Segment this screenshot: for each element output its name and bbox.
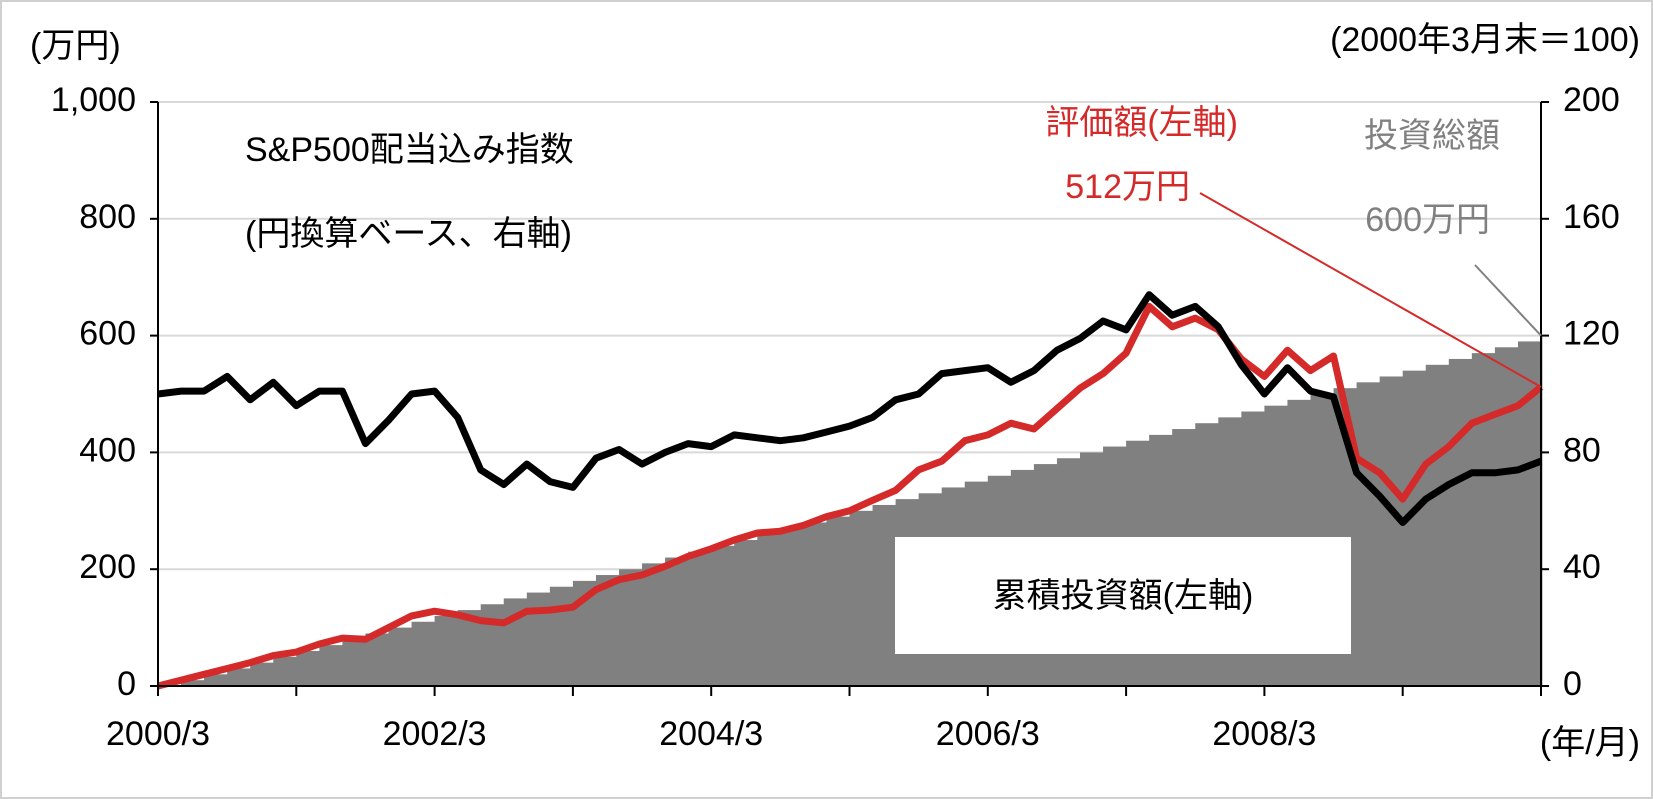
area-step [595,575,620,686]
line [157,291,1543,526]
area-step [757,534,781,686]
area-step [826,516,850,686]
area-step [296,650,320,686]
y-tick-label: 200 [79,548,136,586]
area-step [1448,358,1473,686]
y2-tick-label: 80 [1563,431,1601,469]
x-axis-label: (年/月) [1540,724,1640,762]
area-step [319,645,343,686]
area-step [549,586,574,686]
y2-tick-label: 120 [1563,315,1620,353]
area-step [434,615,459,686]
area-step [411,621,435,686]
x-tick-label: 2000/3 [106,715,210,753]
area-step [457,610,482,686]
x-tick-label: 2008/3 [1212,715,1316,753]
area-step [526,592,551,686]
area-step [273,656,297,686]
leader-line [1474,264,1542,337]
area-step [1494,347,1519,686]
area-step [480,604,505,686]
leader-line [1199,192,1542,388]
area-step [849,510,873,686]
annotation: 投資総額 [1364,117,1500,155]
y2-tick-label: 160 [1563,198,1620,236]
area-step [365,633,389,686]
area-step [780,528,804,686]
area-step [1402,370,1427,686]
y-tick-label: 800 [79,198,136,236]
area-step [1517,341,1542,686]
area-step [1425,364,1450,686]
area-step [227,668,251,686]
annotation: (円換算ベース、右軸) [245,215,572,253]
series-label: S&P500配当込み指数 [245,131,574,169]
area-step [572,580,597,686]
area-step [181,680,205,686]
annotation: 600万円 [1365,201,1490,239]
x-tick-label: 2006/3 [936,715,1040,753]
area-step [872,504,896,686]
y2-tick-label: 0 [1563,665,1582,703]
area-step [1356,382,1381,686]
y-tick-label: 600 [79,315,136,353]
area-step [1471,353,1496,686]
area-step [688,551,712,686]
area-step [711,545,735,686]
area-step [204,674,228,686]
annotation: 512万円 [1065,168,1190,206]
y2-tick-label: 40 [1563,548,1601,586]
area-step [642,563,666,686]
x-tick-label: 2004/3 [659,715,763,753]
y-axis-label: (万円) [30,27,121,65]
area-step [803,522,827,686]
line [157,302,1544,690]
y-tick-label: 400 [79,431,136,469]
area-step [388,627,412,686]
area-step [342,639,366,686]
label-box [895,537,1351,654]
series-label: 評価額(左軸) [1045,104,1238,142]
area-step [619,569,643,686]
y-tick-label: 1,000 [51,81,136,119]
y-tick-label: 0 [117,665,136,703]
area-step [665,557,689,686]
area-step [250,662,274,686]
y2-axis-label: (2000年3月末＝100) [1330,21,1640,59]
series-label: 累積投資額(左軸) [993,577,1254,615]
area-step [1379,376,1404,686]
y2-tick-label: 200 [1563,81,1620,119]
area-step [734,540,758,686]
x-tick-label: 2002/3 [383,715,487,753]
